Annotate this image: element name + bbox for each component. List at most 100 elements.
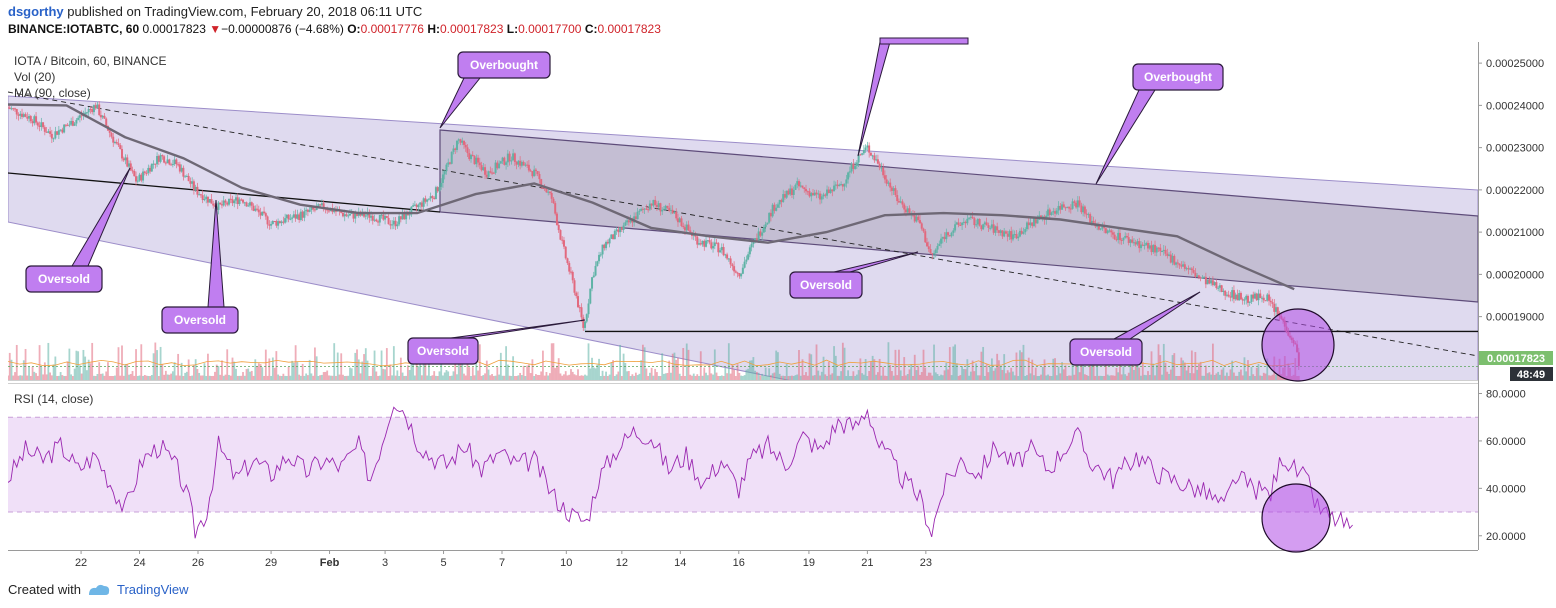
volume-bar	[1155, 364, 1158, 380]
volume-bar	[508, 375, 511, 380]
candle-body	[47, 131, 50, 133]
candle-body	[852, 163, 855, 169]
price-chart[interactable]: 0.00025000 0.00024000 0.00023000 0.00022000…	[0, 0, 1556, 580]
volume-bar	[310, 373, 313, 380]
candle-body	[1020, 230, 1023, 234]
candle-body	[68, 124, 71, 126]
volume-bar	[720, 375, 723, 380]
candle-body	[855, 162, 858, 166]
volume-bar	[1154, 375, 1156, 380]
volume-bar	[452, 371, 455, 380]
volume-bar	[1022, 344, 1025, 380]
volume-bar	[363, 354, 365, 380]
low-label: L:	[506, 22, 519, 36]
volume-bar	[382, 368, 385, 380]
candle-body	[759, 231, 762, 236]
candle-body	[431, 196, 434, 198]
volume-bar	[641, 344, 644, 380]
candle-body	[1276, 307, 1279, 315]
candle-body	[280, 221, 283, 224]
volume-bar	[994, 368, 997, 380]
candle-body	[1131, 239, 1134, 243]
candle-body	[524, 164, 527, 166]
volume-bar	[373, 350, 376, 380]
candle-body	[240, 199, 243, 201]
volume-bar	[168, 374, 171, 380]
volume-bar	[717, 375, 720, 380]
candle-body	[994, 226, 997, 233]
volume-bar	[613, 375, 616, 380]
volume-bar	[1083, 374, 1086, 380]
callout-box	[457, 51, 551, 79]
volume-bar	[1043, 359, 1046, 380]
volume-bar	[571, 371, 574, 380]
candle-body	[1194, 272, 1197, 277]
candle-body	[562, 240, 565, 247]
tradingview-link[interactable]: TradingView	[116, 582, 189, 597]
volume-bar	[731, 364, 734, 380]
volume-bar	[317, 375, 320, 380]
volume-bar	[761, 373, 764, 380]
volume-bar	[1241, 375, 1244, 380]
candle-body	[99, 115, 102, 118]
volume-bar	[973, 371, 976, 380]
volume-bar	[364, 348, 367, 380]
candle-body	[42, 122, 45, 128]
volume-bar	[1252, 374, 1255, 380]
candle-body	[333, 210, 336, 213]
volume-bar	[520, 375, 523, 380]
candle-body	[10, 108, 13, 110]
candle-body	[171, 164, 174, 166]
candle-body	[438, 186, 441, 192]
volume-bar	[470, 375, 472, 380]
candle-body	[264, 213, 267, 217]
candle-body	[227, 198, 230, 205]
x-tick-label: 12	[616, 557, 628, 569]
candle-body	[322, 203, 325, 209]
candle-body	[1145, 242, 1148, 246]
candle-body	[747, 254, 750, 260]
volume-bar	[824, 374, 827, 380]
volume-bar	[150, 375, 153, 380]
candle-body	[1069, 208, 1072, 210]
candle-body	[94, 105, 97, 109]
volume-bar	[542, 350, 544, 380]
volume-bar	[678, 373, 681, 380]
candle-body	[219, 202, 222, 205]
candle-body	[205, 196, 208, 200]
volume-bar	[1120, 374, 1123, 380]
volume-bar	[627, 371, 630, 380]
candle-body	[43, 127, 46, 132]
candle-body	[1264, 300, 1267, 302]
candle-body	[8, 107, 9, 109]
candle-body	[38, 125, 41, 127]
volume-bar	[1062, 369, 1065, 380]
candle-body	[961, 222, 964, 226]
candle-body	[377, 221, 380, 223]
candle-body	[582, 317, 585, 328]
volume-bar	[231, 357, 234, 380]
volume-bar	[908, 369, 911, 380]
candle-body	[592, 275, 595, 278]
candle-body	[976, 219, 979, 225]
candle-body	[156, 156, 159, 165]
candle-body	[838, 184, 841, 187]
volume-bar	[1145, 375, 1148, 380]
candle-body	[636, 211, 639, 220]
rsi-highlight-circle	[1261, 483, 1331, 553]
volume-bar	[1036, 375, 1039, 380]
candle-body	[929, 249, 932, 254]
candle-body	[299, 211, 302, 220]
candle-body	[461, 140, 464, 143]
volume-bar	[459, 360, 462, 380]
candle-body	[605, 241, 608, 249]
volume-bar	[1159, 355, 1162, 380]
author-link[interactable]: dsgorthy	[8, 4, 64, 19]
candle-body	[1275, 307, 1278, 312]
y-tick-label: 0.00023000	[1486, 143, 1544, 155]
volume-bar	[991, 358, 993, 380]
candle-body	[1183, 264, 1186, 269]
candle-body	[1064, 207, 1067, 209]
candle-body	[1027, 222, 1030, 226]
low-value: 0.00017700	[518, 22, 582, 36]
